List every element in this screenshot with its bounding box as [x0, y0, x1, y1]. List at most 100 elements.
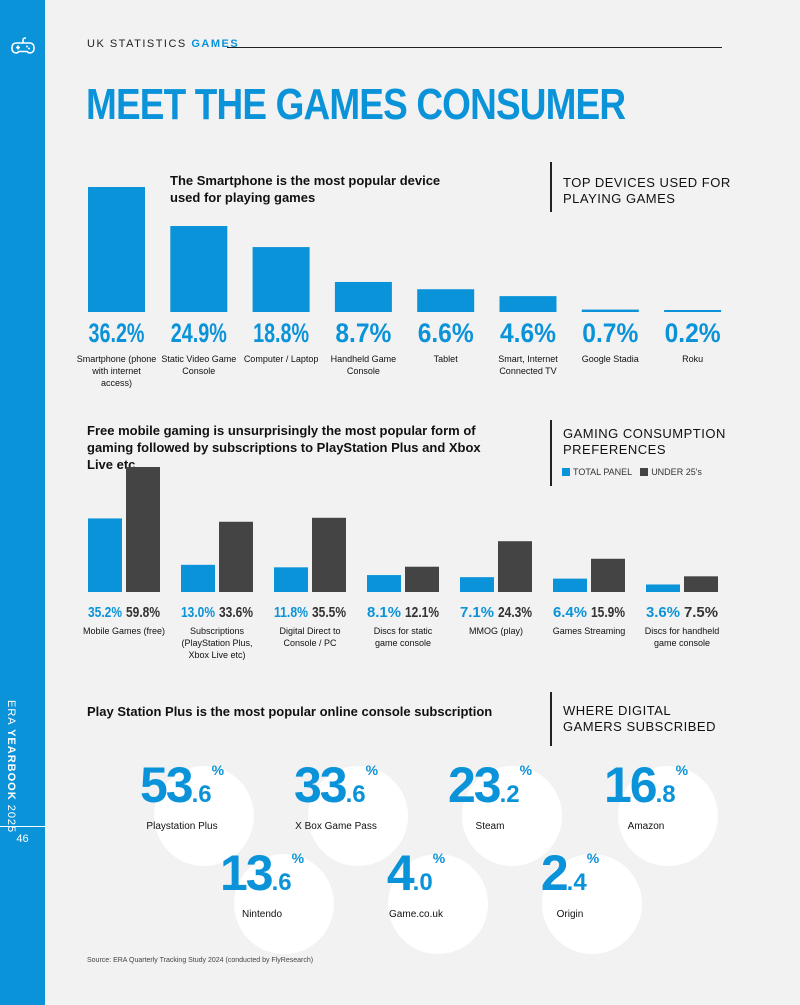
device-bar [581, 309, 639, 312]
under25-value: 12.1% [405, 604, 439, 621]
device-value-label: 24.9% [171, 318, 227, 348]
legend-swatch-total [562, 468, 570, 476]
subscription-name: Game.co.uk [389, 909, 443, 920]
under25-value: 24.3% [498, 604, 532, 621]
sidebar: ERA YEARBOOK 2025 46 [0, 0, 45, 1005]
device-category-label: Tablet [434, 354, 459, 364]
device-value-label: 18.8% [253, 318, 309, 348]
device-value-label: 0.7% [582, 318, 638, 348]
device-category-label: Computer / Laptop [244, 354, 319, 364]
under25-bar [405, 566, 439, 592]
total-panel-bar [88, 518, 122, 592]
subscription-value: 53.6% [139, 757, 225, 813]
under25-value: 7.5% [684, 604, 718, 621]
section1-label: TOP DEVICES USED FOR PLAYING GAMES [563, 175, 731, 206]
consumption-category-label: Games Streaming [553, 626, 626, 636]
total-panel-value: 3.6% [646, 604, 680, 621]
section3-headline: Play Station Plus is the most popular on… [87, 704, 493, 719]
device-bar [88, 187, 145, 312]
total-panel-value: 7.1% [460, 604, 494, 621]
subscription-value: 23.2% [447, 757, 533, 813]
subscription-value: 33.6% [293, 757, 379, 813]
legend: TOTAL PANEL UNDER 25's [562, 467, 702, 477]
total-panel-bar [367, 575, 401, 592]
subscription-name: Nintendo [241, 909, 283, 920]
section1-rule [550, 162, 552, 212]
section3-rule [550, 692, 552, 746]
page-number: 46 [16, 833, 29, 845]
section2-headline: Free mobile gaming is unsurprisingly the… [87, 423, 481, 472]
under25-value: 33.6% [219, 604, 253, 621]
subscription-value: 4.0% [386, 845, 446, 901]
device-value-label: 36.2% [89, 318, 145, 348]
section2-rule [550, 420, 552, 486]
device-bar [252, 247, 310, 312]
total-panel-bar [460, 577, 494, 592]
subscription-circle [388, 854, 488, 954]
under25-value: 15.9% [591, 604, 625, 621]
section2-label: GAMING CONSUMPTION PREFERENCES [563, 426, 726, 457]
total-panel-value: 11.8% [274, 604, 308, 621]
subscription-name: Steam [475, 821, 505, 832]
device-category-label: Smartphone (phone with internet access) [77, 354, 157, 388]
subscription-circle [462, 766, 562, 866]
total-panel-value: 13.0% [181, 604, 215, 621]
legend-total: TOTAL PANEL [573, 467, 633, 477]
under25-bar [126, 467, 160, 592]
total-panel-bar [274, 567, 308, 592]
subscription-name: Origin [556, 909, 584, 920]
device-category-label: Handheld Game Console [331, 354, 397, 376]
device-bar [417, 289, 475, 312]
device-value-label: 4.6% [500, 318, 556, 348]
subscription-circle [154, 766, 254, 866]
subscription-name: X Box Game Pass [295, 821, 377, 832]
subscription-circle [308, 766, 408, 866]
total-panel-bar [181, 564, 215, 592]
subscription-name: Playstation Plus [146, 821, 218, 832]
device-bar [170, 226, 228, 312]
device-category-label: Smart, Internet Connected TV [498, 354, 558, 376]
subscription-value: 2.4% [540, 845, 600, 901]
device-bar [334, 281, 392, 312]
device-value-label: 0.2% [665, 318, 721, 348]
consumption-category-label: Subscriptions (PlayStation Plus, Xbox Live… [181, 626, 252, 660]
total-panel-value: 8.1% [367, 604, 401, 621]
consumption-category-label: Discs for static game console [374, 626, 433, 648]
consumption-category-label: Discs for handheld game console [645, 626, 720, 648]
device-value-label: 6.6% [418, 318, 474, 348]
under25-value: 59.8% [126, 604, 160, 621]
subscription-circle [542, 854, 642, 954]
under25-value: 35.5% [312, 604, 346, 621]
subscription-value: 16.8% [603, 757, 689, 813]
device-bar [664, 310, 722, 312]
section1-headline: The Smartphone is the most popular devic… [170, 173, 441, 205]
sidebar-divider [0, 826, 45, 827]
page-title: MEET THE GAMES CONSUMER [86, 80, 626, 129]
device-value-label: 8.7% [335, 318, 391, 348]
under25-bar [219, 521, 253, 592]
subscription-name: Amazon [627, 821, 665, 832]
subscription-circle [618, 766, 718, 866]
under25-bar [312, 517, 346, 592]
section3-label: WHERE DIGITAL GAMERS SUBSCRIBED [563, 703, 716, 734]
consumption-category-label: Mobile Games (free) [83, 626, 165, 636]
subscription-circle [234, 854, 334, 954]
total-panel-bar [553, 578, 587, 592]
total-panel-bar [646, 584, 680, 592]
total-panel-value: 6.4% [553, 604, 587, 621]
header-rule [227, 47, 722, 48]
subscription-value: 13.6% [219, 845, 305, 901]
under25-bar [498, 541, 532, 592]
device-category-label: Static Video Game Console [161, 354, 236, 376]
gamepad-icon [11, 37, 35, 54]
source-note: Source: ERA Quarterly Tracking Study 202… [87, 957, 314, 964]
legend-under25: UNDER 25's [651, 467, 702, 477]
device-category-label: Google Stadia [582, 354, 639, 364]
consumption-category-label: Digital Direct to Console / PC [279, 626, 340, 648]
total-panel-value: 35.2% [88, 604, 122, 621]
legend-swatch-under25 [640, 468, 649, 476]
under25-bar [684, 576, 718, 592]
device-category-label: Roku [682, 354, 703, 364]
